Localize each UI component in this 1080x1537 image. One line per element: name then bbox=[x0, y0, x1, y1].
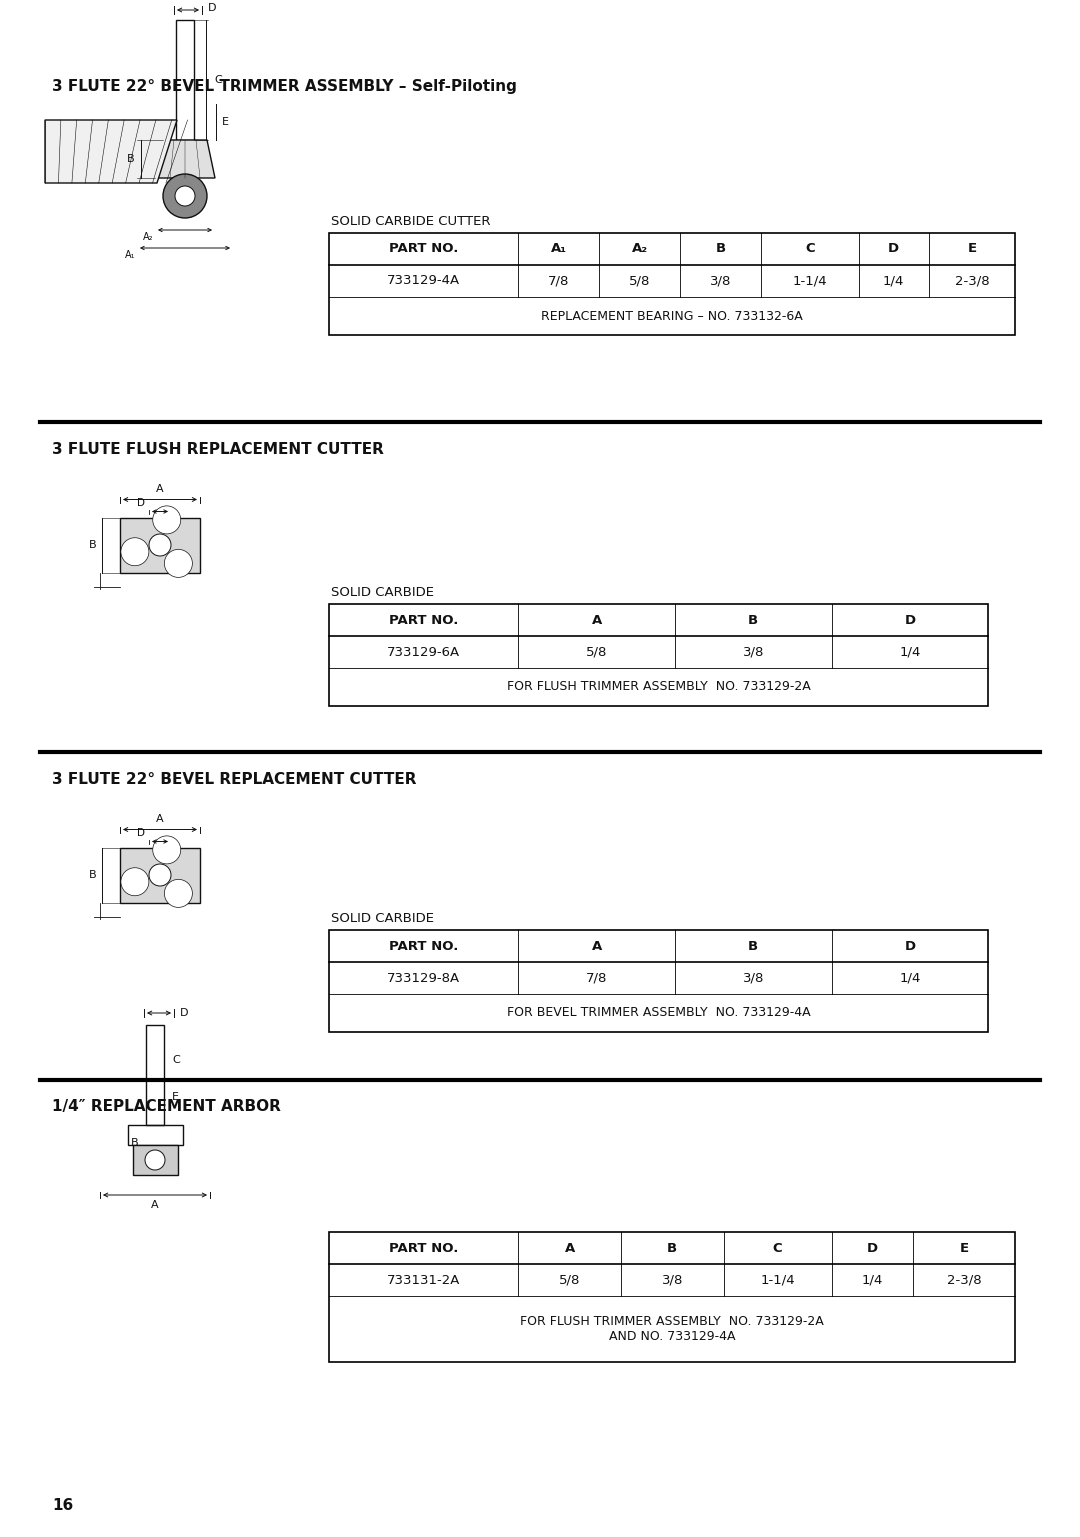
Text: 3/8: 3/8 bbox=[662, 1274, 683, 1286]
Text: 1-1/4: 1-1/4 bbox=[760, 1274, 795, 1286]
Text: PART NO.: PART NO. bbox=[389, 1242, 459, 1254]
Text: 1/4: 1/4 bbox=[883, 275, 904, 287]
Text: A₁: A₁ bbox=[551, 243, 567, 255]
Circle shape bbox=[121, 538, 149, 566]
Text: 2-3/8: 2-3/8 bbox=[955, 275, 989, 287]
Text: D: D bbox=[180, 1008, 189, 1017]
Text: 5/8: 5/8 bbox=[630, 275, 650, 287]
Text: 733129-8A: 733129-8A bbox=[388, 971, 460, 985]
Text: 1-1/4: 1-1/4 bbox=[793, 275, 827, 287]
Text: C: C bbox=[214, 75, 221, 85]
Polygon shape bbox=[156, 140, 215, 178]
Text: D: D bbox=[137, 498, 145, 509]
Text: B: B bbox=[716, 243, 726, 255]
Text: 1/4: 1/4 bbox=[900, 971, 920, 985]
Text: 2-3/8: 2-3/8 bbox=[946, 1274, 982, 1286]
Text: E: E bbox=[968, 243, 976, 255]
Circle shape bbox=[164, 549, 192, 578]
Text: FOR FLUSH TRIMMER ASSEMBLY  NO. 733129-2A: FOR FLUSH TRIMMER ASSEMBLY NO. 733129-2A bbox=[507, 681, 811, 693]
Text: 733131-2A: 733131-2A bbox=[388, 1274, 460, 1286]
Text: D: D bbox=[904, 939, 916, 953]
Text: B: B bbox=[90, 870, 97, 881]
Text: A: A bbox=[157, 815, 164, 824]
Text: A: A bbox=[151, 1200, 159, 1210]
Text: B: B bbox=[748, 613, 758, 627]
Text: 3 FLUTE 22° BEVEL REPLACEMENT CUTTER: 3 FLUTE 22° BEVEL REPLACEMENT CUTTER bbox=[52, 773, 417, 787]
Circle shape bbox=[164, 879, 192, 907]
Text: A₁: A₁ bbox=[124, 251, 135, 260]
Text: A₂: A₂ bbox=[143, 232, 153, 241]
Bar bbox=[176, 20, 194, 140]
Text: SOLID CARBIDE CUTTER: SOLID CARBIDE CUTTER bbox=[332, 215, 491, 227]
Text: D: D bbox=[866, 1242, 878, 1254]
Bar bbox=[133, 1145, 177, 1174]
Text: 5/8: 5/8 bbox=[586, 646, 607, 658]
Bar bbox=[127, 1125, 183, 1145]
Bar bbox=[329, 1233, 1015, 1362]
Text: 3 FLUTE FLUSH REPLACEMENT CUTTER: 3 FLUTE FLUSH REPLACEMENT CUTTER bbox=[52, 443, 383, 458]
Text: 733129-4A: 733129-4A bbox=[388, 275, 460, 287]
Text: B: B bbox=[748, 939, 758, 953]
Text: C: C bbox=[172, 1054, 179, 1065]
Circle shape bbox=[152, 506, 180, 533]
Text: REPLACEMENT BEARING – NO. 733132-6A: REPLACEMENT BEARING – NO. 733132-6A bbox=[541, 309, 804, 323]
Text: 3/8: 3/8 bbox=[743, 646, 764, 658]
Text: 5/8: 5/8 bbox=[559, 1274, 580, 1286]
Circle shape bbox=[121, 868, 149, 896]
Bar bbox=[146, 1025, 164, 1125]
Text: C: C bbox=[773, 1242, 782, 1254]
Circle shape bbox=[175, 186, 195, 206]
Text: 1/4: 1/4 bbox=[862, 1274, 882, 1286]
Bar bbox=[120, 847, 200, 902]
Text: FOR FLUSH TRIMMER ASSEMBLY  NO. 733129-2A
AND NO. 733129-4A: FOR FLUSH TRIMMER ASSEMBLY NO. 733129-2A… bbox=[521, 1316, 824, 1343]
Text: E: E bbox=[172, 1091, 179, 1102]
Text: A₂: A₂ bbox=[632, 243, 648, 255]
Text: 3/8: 3/8 bbox=[743, 971, 764, 985]
Text: 1/4: 1/4 bbox=[900, 646, 920, 658]
Text: A: A bbox=[565, 1242, 575, 1254]
Text: PART NO.: PART NO. bbox=[389, 613, 459, 627]
Circle shape bbox=[163, 174, 207, 218]
Text: B: B bbox=[131, 1137, 138, 1148]
Text: E: E bbox=[959, 1242, 969, 1254]
Circle shape bbox=[145, 1150, 165, 1170]
Polygon shape bbox=[45, 120, 177, 183]
Text: B: B bbox=[127, 154, 135, 164]
Circle shape bbox=[149, 864, 171, 885]
Text: 16: 16 bbox=[52, 1497, 73, 1512]
Text: SOLID CARBIDE: SOLID CARBIDE bbox=[332, 911, 434, 925]
Circle shape bbox=[152, 836, 180, 864]
Text: 3 FLUTE 22° BEVEL TRIMMER ASSEMBLY – Self-Piloting: 3 FLUTE 22° BEVEL TRIMMER ASSEMBLY – Sel… bbox=[52, 78, 517, 94]
Bar bbox=[329, 930, 988, 1031]
Text: D: D bbox=[888, 243, 900, 255]
Text: 3/8: 3/8 bbox=[711, 275, 731, 287]
Text: A: A bbox=[592, 939, 602, 953]
Text: C: C bbox=[806, 243, 814, 255]
Text: PART NO.: PART NO. bbox=[389, 939, 459, 953]
Text: D: D bbox=[137, 828, 145, 839]
Bar bbox=[329, 604, 988, 705]
Bar bbox=[120, 518, 200, 572]
Text: E: E bbox=[222, 117, 229, 128]
Text: SOLID CARBIDE: SOLID CARBIDE bbox=[332, 586, 434, 599]
Text: D: D bbox=[904, 613, 916, 627]
Text: 7/8: 7/8 bbox=[549, 275, 569, 287]
Circle shape bbox=[149, 533, 171, 556]
Text: FOR BEVEL TRIMMER ASSEMBLY  NO. 733129-4A: FOR BEVEL TRIMMER ASSEMBLY NO. 733129-4A bbox=[507, 1007, 811, 1019]
Text: A: A bbox=[592, 613, 602, 627]
Text: A: A bbox=[157, 484, 164, 495]
Text: 7/8: 7/8 bbox=[586, 971, 607, 985]
Bar bbox=[329, 234, 1015, 335]
Text: 1/4″ REPLACEMENT ARBOR: 1/4″ REPLACEMENT ARBOR bbox=[52, 1099, 281, 1113]
Text: 733129-6A: 733129-6A bbox=[388, 646, 460, 658]
Text: PART NO.: PART NO. bbox=[389, 243, 459, 255]
Text: D: D bbox=[208, 3, 216, 12]
Text: B: B bbox=[90, 539, 97, 550]
Text: B: B bbox=[667, 1242, 677, 1254]
